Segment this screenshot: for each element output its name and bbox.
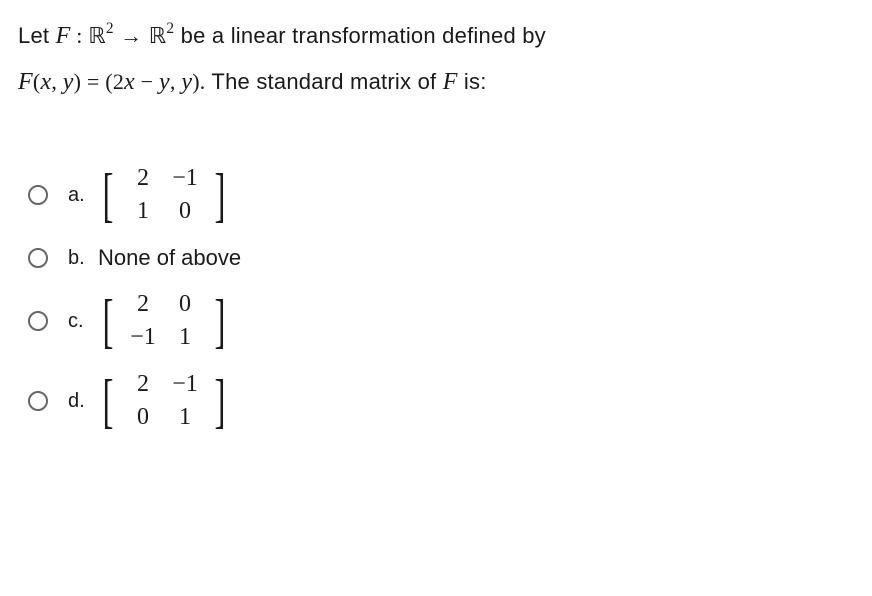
matrix-a: [ 2 −1 1 0 ] bbox=[98, 165, 230, 225]
option-b[interactable]: b. None of above bbox=[28, 245, 854, 271]
option-c[interactable]: c. [ 2 0 −1 1 ] bbox=[28, 291, 854, 351]
matrix-cell: 0 bbox=[164, 198, 206, 225]
options-list: a. [ 2 −1 1 0 ] b. None of abo bbox=[28, 165, 854, 431]
matrix-row: 2 −1 bbox=[122, 165, 206, 192]
matrix-d-body: 2 −1 0 1 bbox=[118, 371, 210, 431]
comma: , bbox=[51, 69, 62, 94]
matrix-cell: 1 bbox=[164, 324, 206, 351]
option-c-content: [ 2 0 −1 1 ] bbox=[98, 291, 230, 351]
text-standard-matrix: The standard matrix of bbox=[205, 69, 442, 94]
val-y1: y bbox=[159, 69, 170, 95]
radio-a[interactable] bbox=[28, 185, 48, 205]
bracket-left: [ bbox=[102, 177, 113, 213]
var-x: x bbox=[40, 69, 51, 95]
val-x: x bbox=[124, 69, 135, 95]
matrix-cell: 2 bbox=[122, 371, 164, 398]
matrix-cell: 2 bbox=[122, 165, 164, 192]
option-a[interactable]: a. [ 2 −1 1 0 ] bbox=[28, 165, 854, 225]
matrix-cell: 0 bbox=[164, 291, 206, 318]
matrix-cell: 1 bbox=[122, 198, 164, 225]
matrix-a-body: 2 −1 1 0 bbox=[118, 165, 210, 225]
val-close: ). bbox=[192, 69, 205, 94]
equals: = bbox=[81, 69, 105, 94]
var-F-3: F bbox=[443, 69, 458, 95]
exp-2: 2 bbox=[166, 20, 174, 37]
val-y2: y bbox=[181, 69, 192, 95]
val-sep: , bbox=[170, 69, 181, 94]
option-d[interactable]: d. [ 2 −1 0 1 ] bbox=[28, 371, 854, 431]
option-d-content: [ 2 −1 0 1 ] bbox=[98, 371, 230, 431]
text-is: is: bbox=[458, 69, 487, 94]
matrix-row: 1 0 bbox=[122, 198, 206, 225]
val-minus: − bbox=[135, 69, 159, 94]
arrow: → bbox=[120, 23, 142, 48]
bracket-left: [ bbox=[102, 383, 113, 419]
matrix-row: −1 1 bbox=[122, 324, 206, 351]
radio-b[interactable] bbox=[28, 248, 48, 268]
val-2: 2 bbox=[113, 69, 124, 94]
option-b-content: None of above bbox=[98, 245, 241, 271]
real-R-2: ℝ bbox=[149, 23, 167, 48]
exp-1: 2 bbox=[106, 20, 114, 37]
matrix-c: [ 2 0 −1 1 ] bbox=[98, 291, 230, 351]
var-F-2: F bbox=[18, 69, 33, 95]
matrix-cell: −1 bbox=[164, 371, 206, 398]
real-R-1: ℝ bbox=[88, 23, 106, 48]
option-b-label: b. bbox=[68, 247, 98, 270]
matrix-c-body: 2 0 −1 1 bbox=[118, 291, 210, 351]
matrix-cell: −1 bbox=[164, 165, 206, 192]
question-prompt: Let F : ℝ2 → ℝ2 be a linear transformati… bbox=[18, 14, 854, 105]
matrix-row: 0 1 bbox=[122, 404, 206, 431]
var-F: F bbox=[56, 23, 71, 49]
bracket-right: ] bbox=[214, 303, 225, 339]
matrix-row: 2 −1 bbox=[122, 371, 206, 398]
matrix-cell: 1 bbox=[164, 404, 206, 431]
val-open: ( bbox=[105, 69, 113, 94]
text-linear-transform: be a linear transformation defined by bbox=[174, 23, 546, 48]
matrix-cell: 2 bbox=[122, 291, 164, 318]
bracket-left: [ bbox=[102, 303, 113, 339]
bracket-right: ] bbox=[214, 177, 225, 213]
matrix-cell: 0 bbox=[122, 404, 164, 431]
bracket-right: ] bbox=[214, 383, 225, 419]
matrix-row: 2 0 bbox=[122, 291, 206, 318]
text-let: Let bbox=[18, 23, 56, 48]
matrix-d: [ 2 −1 0 1 ] bbox=[98, 371, 230, 431]
question-line-2: F(x, y) = (2x − y, y). The standard matr… bbox=[18, 60, 854, 106]
radio-d[interactable] bbox=[28, 391, 48, 411]
option-a-label: a. bbox=[68, 184, 98, 207]
option-c-label: c. bbox=[68, 310, 98, 333]
matrix-cell: −1 bbox=[122, 324, 164, 351]
var-y: y bbox=[63, 69, 74, 95]
option-d-label: d. bbox=[68, 390, 98, 413]
option-a-content: [ 2 −1 1 0 ] bbox=[98, 165, 230, 225]
colon: : bbox=[70, 23, 88, 48]
question-line-1: Let F : ℝ2 → ℝ2 be a linear transformati… bbox=[18, 14, 854, 60]
radio-c[interactable] bbox=[28, 311, 48, 331]
